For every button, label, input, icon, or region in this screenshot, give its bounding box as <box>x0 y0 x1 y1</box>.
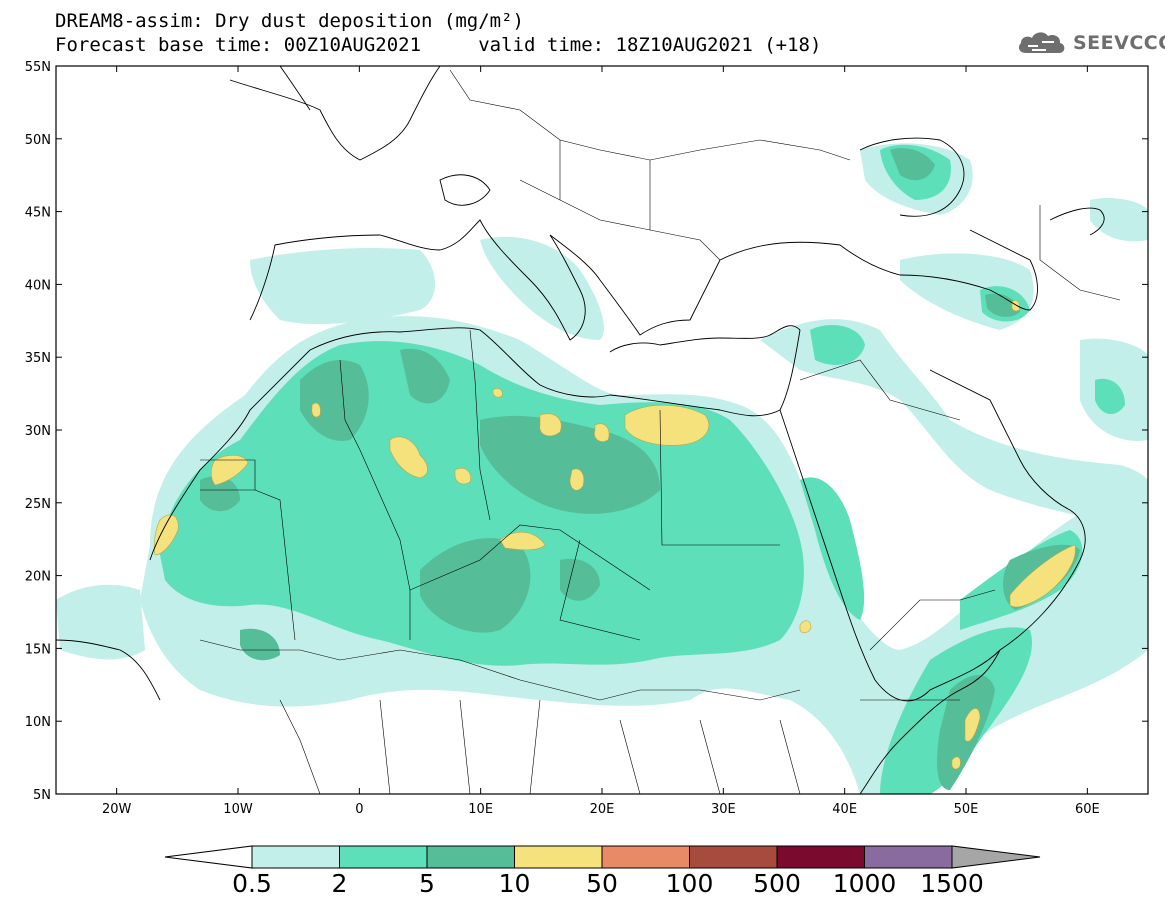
longitude-labels: 20W 10W 0 10E 20E 30E 40E 50E 60E <box>102 802 1100 817</box>
colorbar-segment <box>689 845 778 869</box>
lat-label: 10N <box>25 715 51 730</box>
lon-label: 10W <box>223 802 253 817</box>
coastlines <box>56 66 1105 794</box>
lat-label: 50N <box>25 133 51 148</box>
title-line-1: DREAM8-assim: Dry dust deposition (mg/m²… <box>55 10 524 32</box>
colorbar <box>164 845 1041 869</box>
lat-label: 45N <box>25 206 51 221</box>
lon-label: 10E <box>468 802 493 817</box>
colorbar-segment <box>251 845 340 869</box>
colorbar-label: 500 <box>753 869 801 898</box>
lat-label: 25N <box>25 497 51 512</box>
lat-label: 15N <box>25 642 51 657</box>
lon-label: 60E <box>1075 802 1100 817</box>
lon-label: 30E <box>711 802 736 817</box>
country-borders <box>199 69 1121 794</box>
cloud-icon <box>1018 32 1065 53</box>
dust-field <box>56 143 1148 794</box>
dust-level-5-10 <box>200 148 1080 790</box>
colorbar-segment <box>426 845 515 869</box>
lon-label: 20W <box>102 802 132 817</box>
colorbar-under-triangle <box>164 845 253 869</box>
dust-level-10-50 <box>153 300 1076 770</box>
colorbar-label: 2 <box>331 869 348 898</box>
colorbar-label: 100 <box>665 869 714 898</box>
colorbar-segment <box>514 845 603 869</box>
lon-label: 0 <box>355 802 363 817</box>
lon-label: 20E <box>590 802 615 817</box>
colorbar-over-triangle <box>951 845 1041 869</box>
colorbar-segment <box>776 845 865 869</box>
colorbar-segment <box>601 845 690 869</box>
lon-label: 50E <box>954 802 979 817</box>
colorbar-label: 0.5 <box>232 869 272 898</box>
colorbar-label: 1000 <box>832 869 897 898</box>
logo-text: SEEVCCC <box>1073 32 1165 54</box>
colorbar-label: 1500 <box>920 869 984 898</box>
colorbar-segment <box>339 845 428 869</box>
lat-label: 5N <box>33 788 51 803</box>
colorbar-segment <box>864 845 953 869</box>
title-line-2: Forecast base time: 00Z10AUG2021 valid t… <box>55 34 822 56</box>
lat-label: 35N <box>25 351 51 366</box>
colorbar-label: 10 <box>498 869 531 898</box>
lon-label: 40E <box>832 802 857 817</box>
lat-label: 40N <box>25 278 51 293</box>
latitude-labels: 55N 50N 45N 40N 35N 30N 25N 20N 15N 10N 5N <box>25 60 51 803</box>
lat-label: 20N <box>25 570 51 585</box>
seevccc-logo: SEEVCCC <box>1016 26 1165 60</box>
graticule-ticks <box>56 65 1148 795</box>
colorbar-label: 50 <box>586 869 618 898</box>
lat-label: 55N <box>25 60 51 75</box>
lat-label: 30N <box>25 424 51 439</box>
colorbar-label: 5 <box>419 869 435 898</box>
